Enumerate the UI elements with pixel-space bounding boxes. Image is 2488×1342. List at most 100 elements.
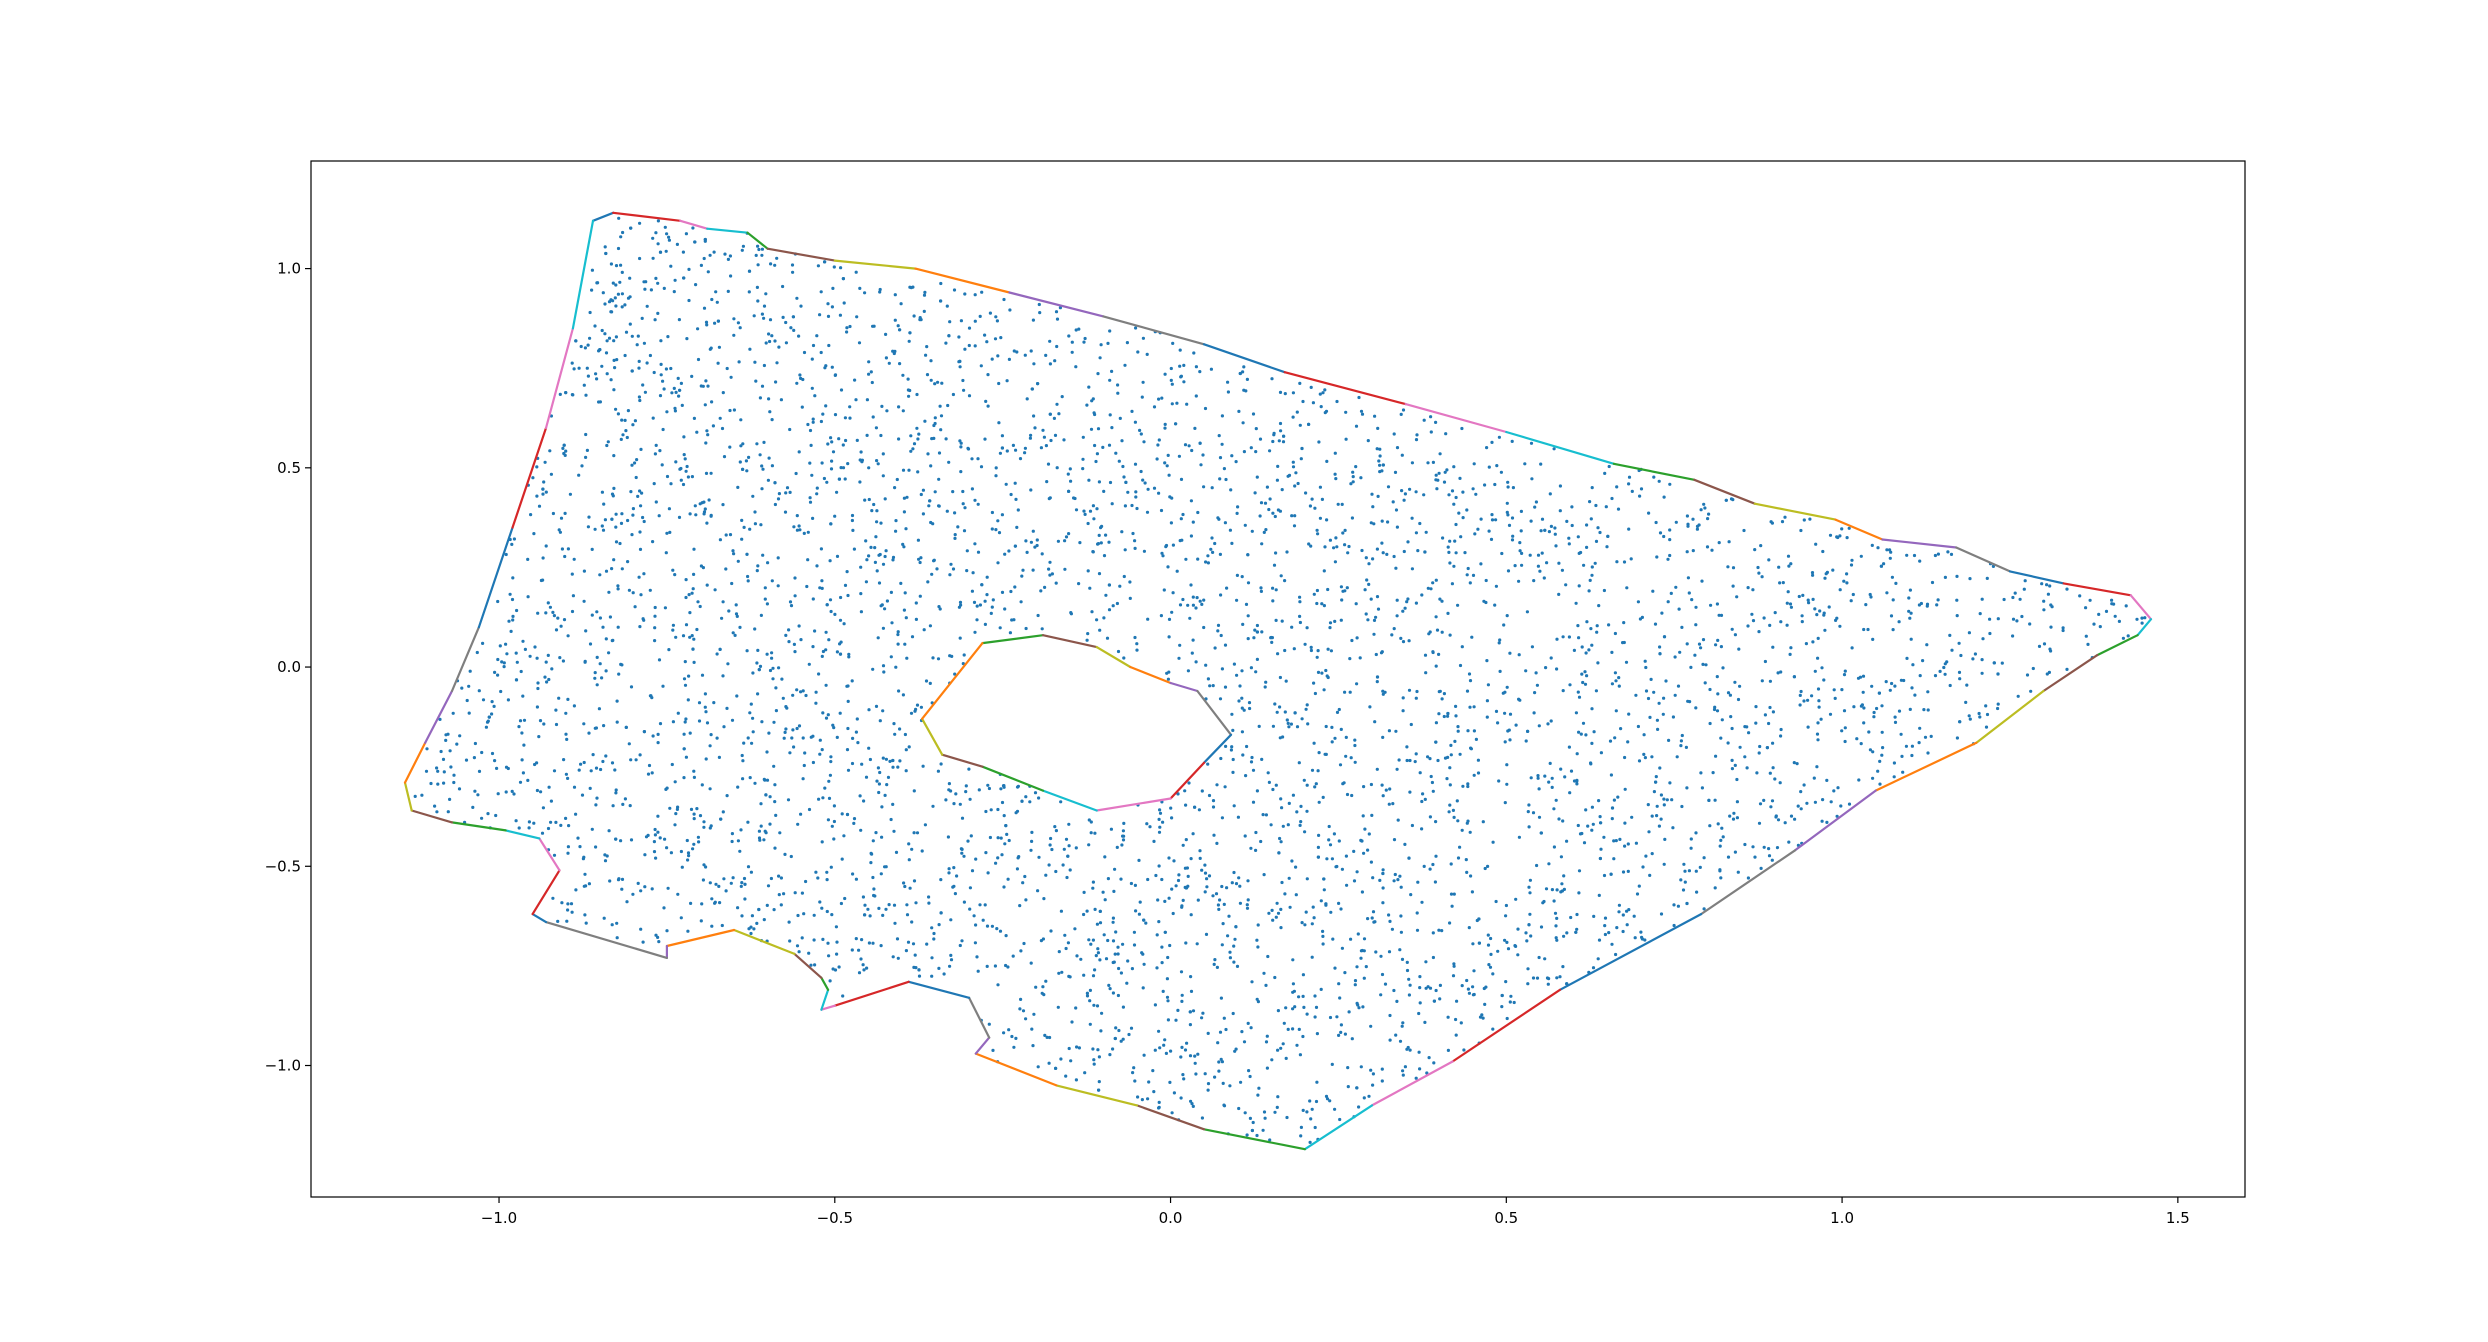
scatter-point bbox=[1526, 729, 1530, 734]
scatter-point bbox=[704, 865, 708, 869]
scatter-point bbox=[1003, 552, 1007, 556]
scatter-point bbox=[1957, 670, 1962, 675]
scatter-point bbox=[1432, 999, 1436, 1003]
scatter-point bbox=[1595, 624, 1599, 628]
scatter-point bbox=[1291, 982, 1295, 986]
scatter-point bbox=[703, 237, 707, 242]
scatter-point bbox=[730, 581, 734, 586]
scatter-point bbox=[692, 637, 696, 641]
scatter-point bbox=[511, 614, 515, 619]
scatter-point bbox=[1074, 328, 1078, 332]
scatter-point bbox=[1032, 362, 1036, 366]
outer-boundary-edge bbox=[571, 219, 595, 330]
scatter-point bbox=[1030, 387, 1034, 391]
scatter-point bbox=[1892, 761, 1896, 765]
scatter-point bbox=[1470, 890, 1474, 894]
scatter-point bbox=[613, 768, 617, 772]
scatter-point bbox=[1590, 707, 1594, 711]
scatter-point bbox=[625, 435, 629, 440]
scatter-point bbox=[759, 824, 763, 828]
scatter-point bbox=[1372, 632, 1376, 636]
scatter-point bbox=[1862, 721, 1866, 725]
scatter-point bbox=[839, 388, 844, 392]
scatter-point bbox=[1713, 886, 1717, 890]
scatter-point bbox=[917, 557, 921, 561]
scatter-point bbox=[848, 405, 852, 409]
scatter-point bbox=[604, 754, 608, 758]
scatter-point bbox=[1189, 975, 1193, 979]
scatter-point bbox=[1448, 539, 1452, 543]
scatter-point bbox=[1012, 618, 1016, 622]
scatter-point bbox=[1758, 744, 1762, 749]
scatter-point bbox=[658, 250, 663, 254]
scatter-point bbox=[821, 649, 826, 654]
scatter-point bbox=[1229, 748, 1233, 752]
scatter-point bbox=[629, 226, 633, 230]
scatter-point bbox=[1434, 615, 1438, 619]
scatter-point bbox=[902, 496, 907, 500]
scatter-point bbox=[1395, 598, 1399, 602]
scatter-point bbox=[1714, 754, 1718, 758]
scatter-point bbox=[435, 810, 439, 814]
scatter-point bbox=[504, 765, 509, 769]
scatter-point bbox=[1222, 467, 1226, 471]
scatter-point bbox=[1980, 597, 1984, 601]
scatter-point bbox=[1081, 435, 1085, 439]
scatter-point bbox=[1312, 916, 1316, 920]
scatter-point bbox=[1796, 804, 1800, 808]
scatter-point bbox=[1531, 976, 1536, 980]
scatter-point bbox=[1930, 580, 1935, 585]
scatter-point bbox=[1398, 948, 1402, 952]
scatter-point bbox=[1657, 824, 1661, 828]
scatter-point bbox=[858, 286, 862, 290]
scatter-point bbox=[1019, 997, 1023, 1002]
scatter-point bbox=[1020, 799, 1024, 803]
scatter-point bbox=[1183, 1048, 1188, 1052]
scatter-point bbox=[1309, 544, 1313, 548]
scatter-point bbox=[1037, 302, 1041, 307]
scatter-point bbox=[1691, 517, 1695, 521]
scatter-point bbox=[1446, 1015, 1450, 1019]
scatter-point bbox=[634, 475, 638, 480]
scatter-point bbox=[425, 747, 429, 751]
scatter-point bbox=[788, 427, 792, 432]
scatter-point bbox=[1271, 586, 1275, 590]
scatter-point bbox=[1334, 536, 1338, 540]
scatter-point bbox=[676, 711, 680, 715]
scatter-point bbox=[1141, 336, 1145, 340]
scatter-point bbox=[1375, 447, 1379, 451]
scatter-point bbox=[1733, 763, 1737, 768]
scatter-point bbox=[1973, 652, 1977, 656]
scatter-point bbox=[882, 670, 886, 674]
scatter-point bbox=[585, 366, 589, 370]
scatter-point bbox=[1141, 380, 1145, 384]
scatter-point bbox=[1313, 785, 1317, 789]
scatter-point bbox=[1609, 773, 1613, 777]
scatter-point bbox=[1757, 630, 1761, 634]
scatter-point bbox=[1673, 655, 1677, 659]
scatter-point bbox=[619, 662, 623, 667]
scatter-point bbox=[1250, 1128, 1254, 1133]
scatter-point bbox=[1077, 327, 1081, 331]
scatter-point bbox=[623, 418, 627, 422]
scatter-point bbox=[1234, 925, 1238, 929]
scatter-point bbox=[1584, 651, 1588, 655]
scatter-point bbox=[1403, 606, 1407, 610]
scatter-point bbox=[1518, 549, 1522, 553]
scatter-point bbox=[673, 780, 677, 784]
scatter-point bbox=[1623, 787, 1627, 791]
scatter-point bbox=[1477, 917, 1481, 921]
scatter-point bbox=[1209, 547, 1213, 551]
scatter-point bbox=[2061, 626, 2065, 630]
scatter-point bbox=[668, 806, 672, 810]
scatter-point bbox=[535, 705, 540, 709]
scatter-point bbox=[591, 753, 595, 757]
scatter-point bbox=[978, 603, 983, 607]
scatter-point bbox=[1409, 893, 1413, 897]
scatter-point bbox=[907, 468, 911, 472]
scatter-point bbox=[1596, 957, 1600, 961]
scatter-point bbox=[1255, 997, 1259, 1001]
scatter-point bbox=[1487, 963, 1491, 967]
scatter-point bbox=[1635, 892, 1640, 896]
scatter-point bbox=[901, 468, 906, 472]
